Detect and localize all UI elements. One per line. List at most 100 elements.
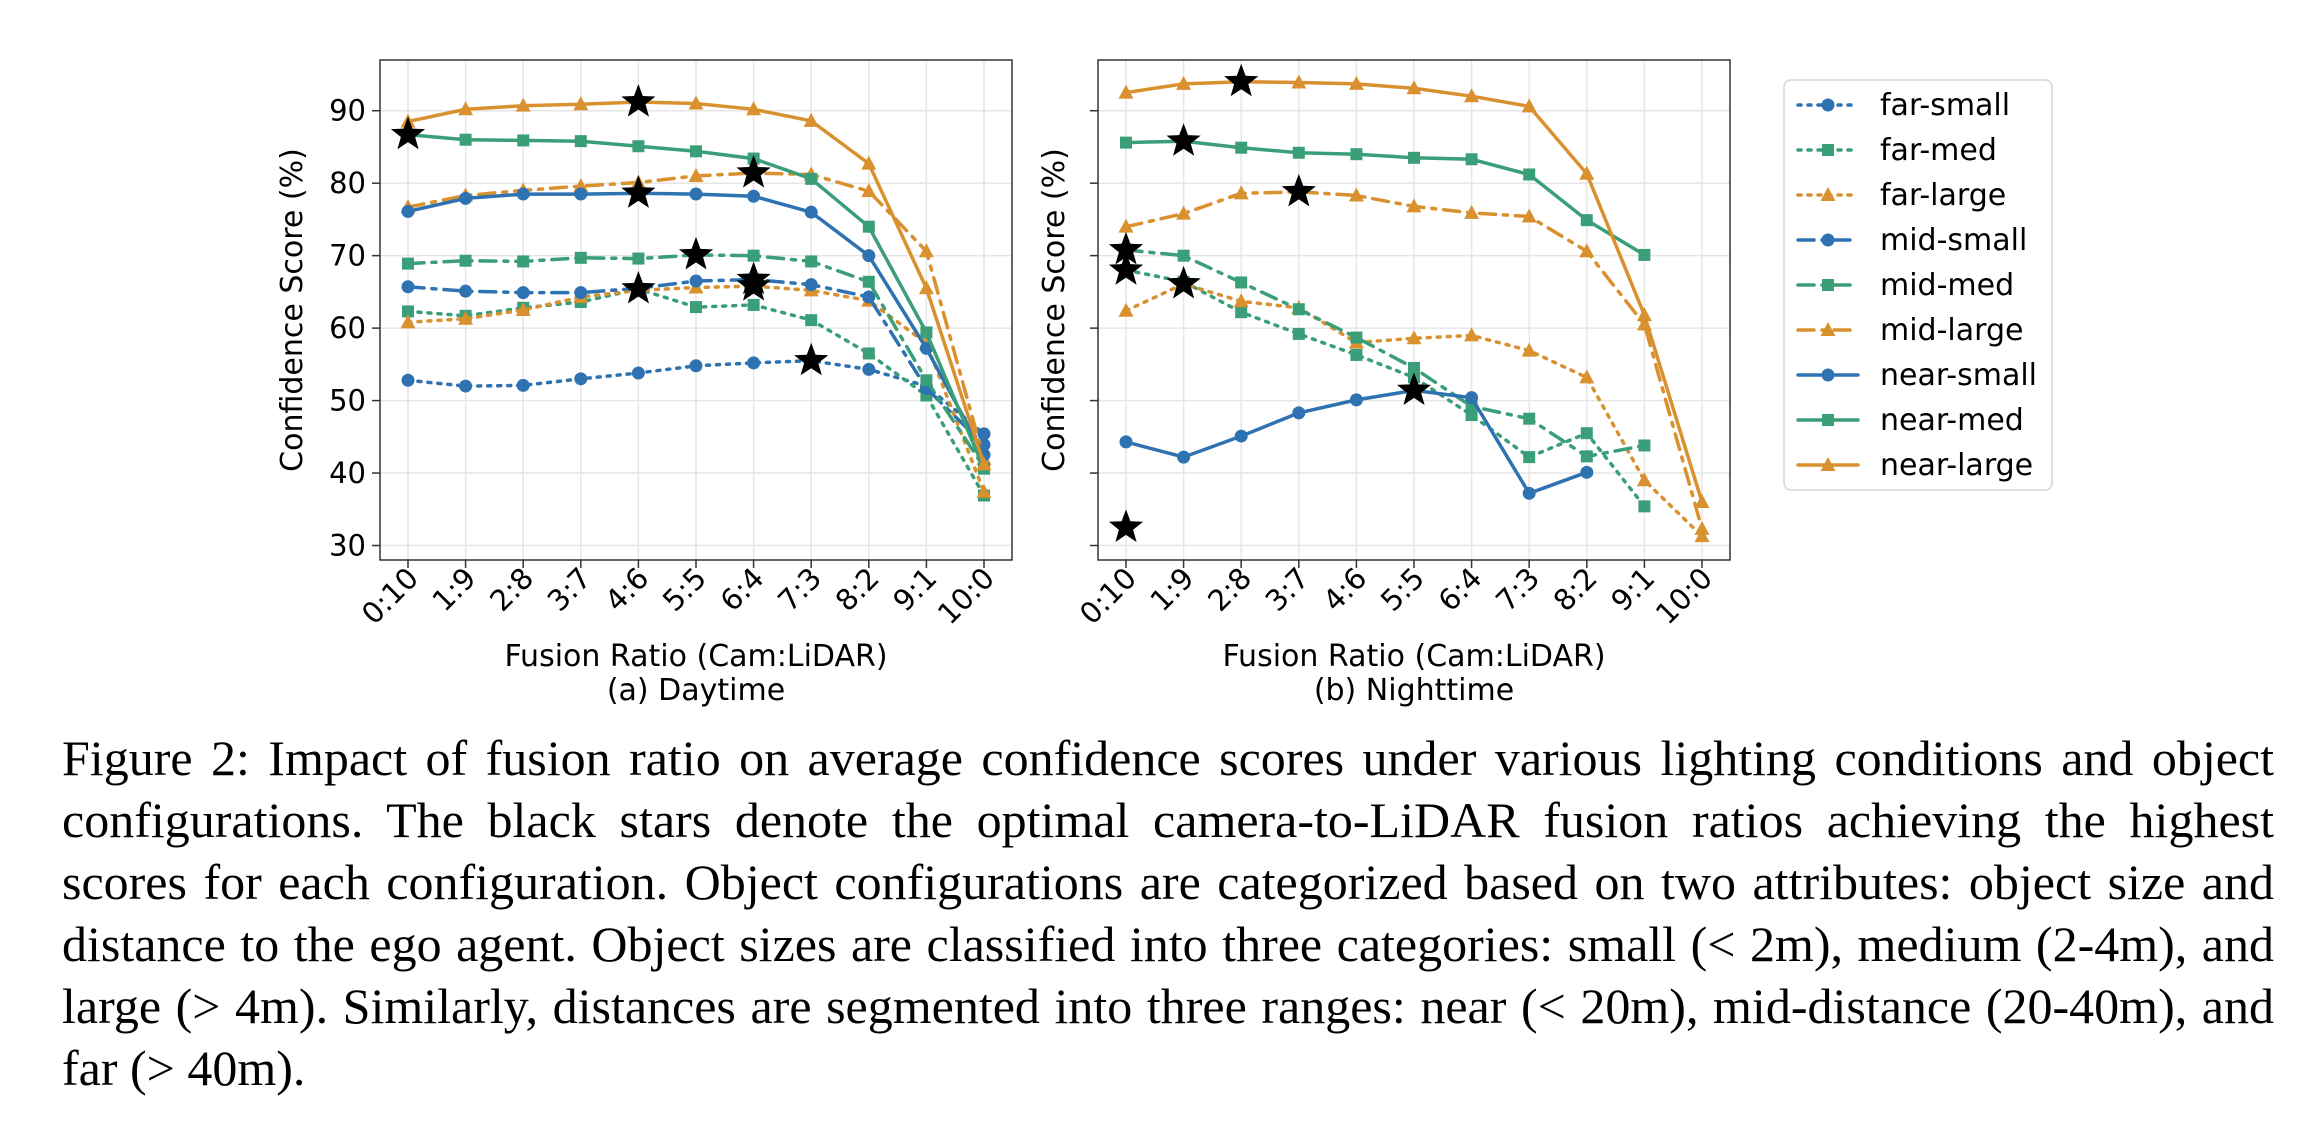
data-point-mid-med <box>805 255 818 268</box>
data-point-near-large <box>1291 74 1307 89</box>
data-point-near-med <box>1292 146 1305 159</box>
series-line-near-med <box>1124 139 1647 257</box>
data-point-near-large <box>1118 84 1134 99</box>
legend-marker <box>1822 144 1834 156</box>
figure-caption: Figure 2: Impact of fusion ratio on aver… <box>62 730 2274 1096</box>
data-point-mid-med <box>574 251 587 264</box>
data-point-mid-med <box>1638 439 1651 452</box>
data-point-far-med <box>747 298 760 311</box>
data-point-near-small <box>1292 406 1306 420</box>
x-tick-label: 10:0 <box>931 561 1001 631</box>
data-point-near-small <box>574 187 588 201</box>
data-point-far-small <box>574 372 588 386</box>
data-point-far-large <box>1406 330 1422 345</box>
data-point-near-med <box>517 134 530 147</box>
data-point-far-large <box>1521 342 1537 357</box>
y-tick-label: 90 <box>329 94 366 128</box>
daytime-chart-panel: 30 40 50 60 70 80 90 0:10 1:9 2:8 3:7 4:6 5:5 6:4 7:3 8… <box>275 59 1013 708</box>
data-point-far-small <box>747 356 761 370</box>
data-point-near-med <box>805 172 818 185</box>
y-tick-label: 60 <box>329 311 366 345</box>
data-point-near-small <box>516 187 530 201</box>
optimal-star-near-small <box>1396 372 1432 405</box>
series-line-far-large <box>1124 282 1704 538</box>
data-point-near-large <box>1636 307 1652 322</box>
data-point-far-med <box>402 305 414 318</box>
x-tick-label: 0:10 <box>1073 561 1143 631</box>
data-point-mid-small <box>401 280 415 294</box>
data-point-near-med <box>1465 153 1478 166</box>
data-point-far-med <box>1580 427 1593 440</box>
data-point-near-small <box>401 204 415 218</box>
legend-marker <box>1821 368 1835 382</box>
data-point-mid-small <box>804 278 818 292</box>
legend-marker <box>1821 233 1835 247</box>
data-point-mid-med <box>632 252 645 265</box>
data-point-mid-med <box>1177 249 1190 262</box>
legend-marker <box>1820 457 1836 471</box>
data-point-mid-med <box>1292 303 1305 316</box>
optimal-star-mid-large <box>1281 173 1316 207</box>
data-point-far-small <box>516 378 530 392</box>
data-point-far-large <box>1579 369 1595 384</box>
data-point-far-large <box>458 310 474 325</box>
data-point-mid-large <box>918 243 934 258</box>
x-tick-label: 1:9 <box>1144 561 1201 618</box>
data-point-mid-med <box>1350 331 1363 344</box>
data-point-near-large <box>458 101 474 116</box>
data-point-near-med <box>862 220 875 233</box>
data-point-near-large <box>976 456 992 471</box>
data-point-near-med <box>920 326 933 339</box>
data-point-near-med <box>1408 151 1420 164</box>
y-tick-label: 70 <box>329 239 366 273</box>
data-point-far-large <box>1233 293 1249 308</box>
x-tick-label: 6:4 <box>1432 561 1489 618</box>
data-point-near-small <box>1465 391 1479 405</box>
data-point-far-small <box>631 366 645 380</box>
x-tick-label: 3:7 <box>1259 561 1316 618</box>
data-point-far-med <box>1638 500 1651 513</box>
data-point-near-small <box>804 205 818 219</box>
data-point-far-large <box>976 483 992 498</box>
y-axis-label: Confidence Score (%) <box>1037 148 1072 472</box>
data-point-near-med <box>1235 141 1248 154</box>
data-point-far-large <box>515 302 531 316</box>
data-point-near-med <box>1580 214 1593 227</box>
legend-label-mid-small: mid-small <box>1880 223 2027 258</box>
data-point-near-large <box>688 95 704 110</box>
data-point-far-large <box>1464 327 1480 342</box>
optimal-star-mid-med <box>1108 231 1144 265</box>
data-point-near-med <box>632 140 645 153</box>
panel-subtitle: (a) Daytime <box>607 673 785 708</box>
data-point-mid-large <box>1348 187 1364 202</box>
y-tick-label: 50 <box>329 384 366 418</box>
data-point-mid-med <box>1408 361 1420 374</box>
data-point-far-small <box>977 427 991 441</box>
data-point-far-small <box>862 362 876 376</box>
data-point-mid-med <box>920 374 933 387</box>
data-point-near-small <box>1349 393 1363 407</box>
x-tick-label: 4:6 <box>598 561 655 618</box>
legend-label-far-small: far-small <box>1880 88 2010 123</box>
data-point-mid-med <box>1523 412 1536 425</box>
x-tick-label: 4:6 <box>1316 561 1373 618</box>
x-tick-label: 1:9 <box>426 561 483 618</box>
y-tick-label: 30 <box>329 529 366 563</box>
data-point-mid-small <box>689 274 703 288</box>
data-point-mid-med <box>1235 276 1248 289</box>
optimal-star-near-large <box>621 84 656 117</box>
chart-legend: far-small far-med far-large mid-small mid-me… <box>1783 79 2053 491</box>
data-point-mid-small <box>459 284 473 298</box>
data-point-near-large <box>1694 494 1710 509</box>
data-point-near-small <box>919 341 933 355</box>
legend-label-far-large: far-large <box>1880 178 2006 213</box>
data-point-mid-med <box>747 249 760 262</box>
y-tick-label: 80 <box>329 166 366 200</box>
optimal-star-far-small <box>1108 509 1144 542</box>
data-point-near-small <box>1177 450 1191 464</box>
data-point-near-small <box>689 187 703 201</box>
data-point-mid-large <box>688 167 704 182</box>
data-point-near-med <box>690 145 702 158</box>
x-axis-label: Fusion Ratio (Cam:LiDAR) <box>504 639 887 674</box>
